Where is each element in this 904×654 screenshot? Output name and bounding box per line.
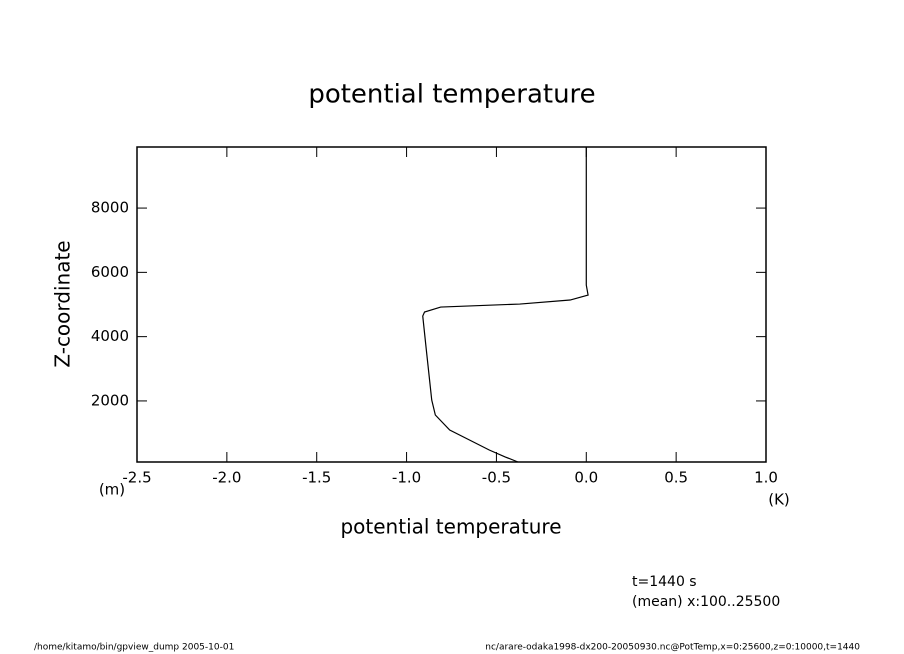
x-axis-label: potential temperature <box>340 515 561 539</box>
footer: /home/kitamo/bin/gpview_dump 2005-10-01 <box>34 643 234 653</box>
y-tick-label: 2000 <box>91 391 129 409</box>
x-tick-label: -2.5 <box>122 469 151 487</box>
x-tick-label: 1.0 <box>754 469 778 487</box>
x-tick-label: 0.0 <box>574 469 598 487</box>
x-tick-label: 0.5 <box>664 469 688 487</box>
annotation: (mean) x:100..25500 <box>632 594 780 610</box>
x-tick-label: -1.0 <box>392 469 421 487</box>
chart-title: potential temperature <box>308 80 595 110</box>
x-tick-label: -0.5 <box>482 469 511 487</box>
plot-frame <box>136 146 767 463</box>
y-tick-label: 8000 <box>91 199 129 217</box>
x-tick-label: -2.0 <box>212 469 241 487</box>
y-tick-label: 6000 <box>91 263 129 281</box>
footer: nc/arare-odaka1998-dx200-20050930.nc@Pot… <box>485 643 860 653</box>
x-tick-label: -1.5 <box>302 469 331 487</box>
y-tick-label: 4000 <box>91 327 129 345</box>
y-axis-label: Z-coordinate <box>51 240 75 367</box>
x-unit: (K) <box>768 491 790 509</box>
y-unit: (m) <box>99 481 125 499</box>
profile-line <box>422 147 589 463</box>
annotation: t=1440 s <box>632 574 697 590</box>
